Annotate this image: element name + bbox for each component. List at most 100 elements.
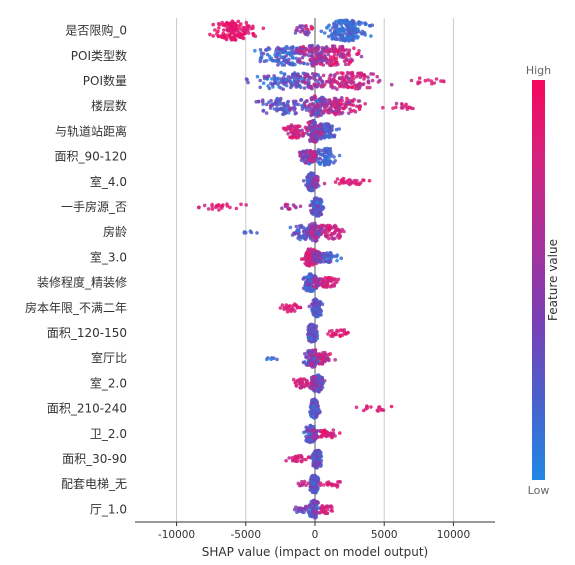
- shap-point: [316, 230, 320, 234]
- shap-point: [293, 112, 297, 116]
- shap-point: [355, 406, 359, 410]
- shap-point: [319, 62, 323, 66]
- shap-point: [331, 333, 335, 337]
- shap-point: [315, 183, 319, 187]
- shap-point: [310, 234, 314, 238]
- shap-point: [295, 225, 299, 229]
- shap-point: [355, 105, 359, 109]
- shap-point: [265, 76, 269, 80]
- shap-point: [307, 279, 311, 283]
- shap-point: [255, 231, 259, 235]
- shap-point: [340, 53, 344, 57]
- shap-point: [326, 332, 330, 336]
- colorbar-low-label: Low: [528, 484, 550, 497]
- shap-point: [310, 27, 314, 31]
- shap-point: [319, 387, 323, 391]
- shap-point: [231, 19, 235, 23]
- shap-point: [300, 460, 304, 464]
- shap-point: [306, 74, 310, 78]
- shap-point: [210, 203, 214, 207]
- shap-point: [338, 110, 342, 114]
- shap-point: [366, 75, 370, 79]
- shap-point: [305, 379, 309, 383]
- shap-point: [324, 227, 328, 231]
- shap-point: [211, 34, 215, 38]
- shap-point: [278, 103, 282, 107]
- shap-point: [298, 84, 302, 88]
- shap-point: [239, 203, 243, 207]
- shap-point: [309, 488, 313, 492]
- shap-point: [322, 260, 326, 264]
- shap-point: [332, 155, 336, 159]
- shap-point: [351, 72, 355, 76]
- shap-point: [281, 108, 285, 112]
- shap-point: [314, 95, 318, 99]
- shap-point: [324, 281, 328, 285]
- shap-point: [323, 149, 327, 153]
- shap-point: [312, 456, 316, 460]
- shap-point: [314, 124, 318, 128]
- shap-point: [345, 24, 349, 28]
- shap-point: [346, 331, 350, 335]
- shap-point: [300, 156, 304, 160]
- shap-point: [262, 52, 266, 56]
- shap-point: [305, 363, 309, 367]
- feature-label: 室_4.0: [90, 174, 127, 189]
- shap-point: [305, 53, 309, 57]
- shap-point: [208, 33, 212, 37]
- shap-point: [322, 285, 326, 289]
- shap-point: [371, 23, 375, 27]
- shap-point: [258, 86, 262, 90]
- shap-point: [295, 26, 299, 30]
- shap-point: [291, 45, 295, 49]
- shap-point: [315, 56, 319, 60]
- shap-point: [329, 504, 333, 508]
- x-tick-label: -5000: [231, 529, 262, 541]
- shap-point: [380, 408, 384, 412]
- shap-point: [304, 49, 308, 53]
- shap-point: [326, 111, 330, 115]
- shap-point: [355, 34, 359, 38]
- feature-label: 配套电梯_无: [61, 477, 127, 491]
- shap-point: [338, 480, 342, 484]
- shap-point: [275, 358, 279, 362]
- shap-point: [332, 428, 336, 432]
- shap-point: [322, 483, 326, 487]
- shap-point: [346, 52, 350, 56]
- shap-point: [333, 73, 337, 77]
- shap-point: [307, 456, 311, 460]
- shap-point: [313, 83, 317, 87]
- shap-point: [410, 79, 414, 83]
- points-layer: [197, 19, 446, 520]
- shap-point: [267, 100, 271, 104]
- shap-point: [349, 182, 353, 186]
- shap-point: [335, 57, 339, 61]
- shap-point: [358, 82, 362, 86]
- shap-point: [242, 32, 246, 36]
- shap-point: [299, 454, 303, 458]
- shap-point: [368, 86, 372, 90]
- shap-point: [292, 108, 296, 112]
- shap-point: [276, 98, 280, 102]
- shap-point: [295, 384, 299, 388]
- shap-point: [279, 86, 283, 90]
- shap-point: [292, 378, 296, 382]
- feature-label: 面积_30-90: [62, 452, 127, 466]
- shap-point: [333, 358, 337, 362]
- shap-point: [323, 50, 327, 54]
- shap-point: [335, 329, 339, 333]
- shap-point: [298, 382, 302, 386]
- shap-point: [308, 124, 312, 128]
- shap-point: [305, 227, 309, 231]
- shap-point: [312, 381, 316, 385]
- shap-summary-plot: 是否限购_0POI类型数POI数量楼层数与轨道站距离面积_90-120室_4.0…: [0, 0, 575, 565]
- shap-point: [258, 79, 262, 83]
- shap-point: [244, 203, 248, 207]
- shap-point: [215, 204, 219, 208]
- shap-point: [306, 33, 310, 37]
- shap-point: [313, 479, 317, 483]
- shap-point: [318, 109, 322, 113]
- shap-point: [326, 483, 330, 487]
- shap-point: [314, 361, 318, 365]
- shap-point: [331, 55, 335, 59]
